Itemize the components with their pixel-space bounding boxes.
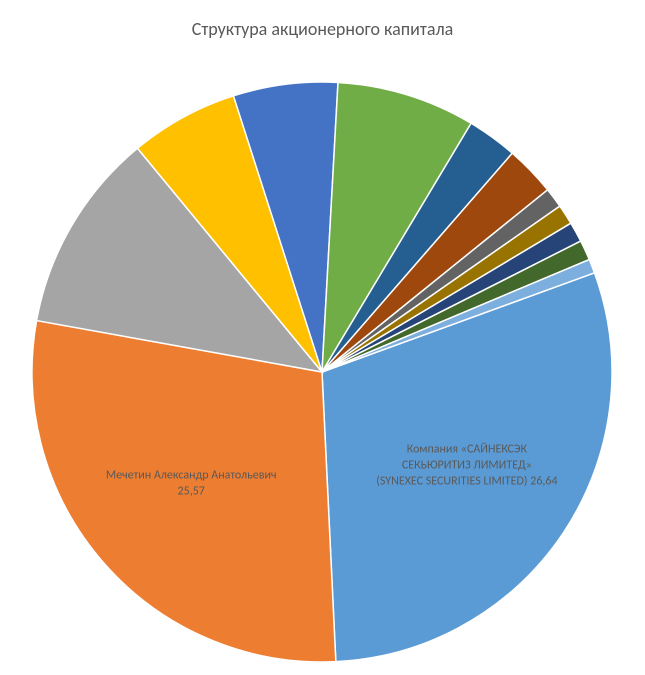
- chart-title: Структура акционерного капитала: [0, 0, 645, 52]
- chart-container: Структура акционерного капитала Компания…: [0, 0, 645, 675]
- pie-chart: Компания «САЙНЕКСЭКСЕКЬЮРИТИЗ ЛИМИТЕД»(S…: [0, 52, 645, 672]
